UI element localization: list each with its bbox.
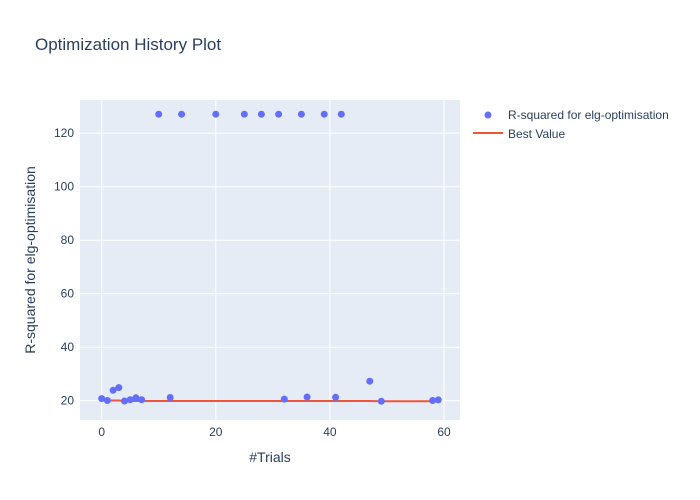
data-point[interactable] [297, 110, 305, 118]
data-point[interactable] [138, 396, 146, 404]
y-tick-label: 100 [54, 180, 74, 194]
x-tick-label: 60 [437, 425, 451, 439]
data-point[interactable] [337, 110, 345, 118]
legend-marker-r-squared [484, 111, 492, 119]
x-tick-label: 0 [98, 425, 105, 439]
data-point[interactable] [366, 377, 374, 385]
data-point[interactable] [103, 397, 111, 404]
legend-label-r-squared: R-squared for elg-optimisation [508, 108, 669, 122]
y-tick-label: 120 [54, 126, 74, 140]
y-axis-title: R-squared for elg-optimisation [22, 166, 38, 354]
data-point[interactable] [155, 110, 163, 118]
data-point[interactable] [275, 110, 283, 118]
data-point[interactable] [132, 394, 140, 402]
plot-area [80, 100, 460, 420]
legend[interactable]: R-squared for elg-optimisation Best Valu… [473, 108, 669, 141]
legend-item-best-value[interactable]: Best Value [473, 127, 565, 141]
data-point[interactable] [377, 397, 385, 405]
y-tick-label: 60 [61, 287, 75, 301]
data-point[interactable] [332, 393, 340, 401]
chart-title: Optimization History Plot [35, 35, 221, 54]
x-tick-label: 40 [323, 425, 337, 439]
data-point[interactable] [98, 395, 106, 403]
x-axis-title: #Trials [249, 449, 291, 465]
data-point[interactable] [240, 110, 248, 118]
data-point[interactable] [303, 393, 311, 401]
y-tick-label: 80 [61, 233, 75, 247]
r-squared-series [98, 110, 442, 405]
y-tick-label: 40 [61, 340, 75, 354]
data-point[interactable] [280, 395, 288, 403]
legend-item-r-squared[interactable]: R-squared for elg-optimisation [484, 108, 669, 122]
data-point[interactable] [212, 110, 220, 118]
tick-labels: 0 20 40 60 20 40 60 80 100 120 [54, 126, 451, 439]
data-point[interactable] [257, 110, 265, 118]
y-tick-label: 20 [61, 394, 75, 408]
data-point[interactable] [109, 386, 117, 394]
data-point[interactable] [126, 396, 134, 404]
data-point[interactable] [320, 110, 328, 118]
data-point[interactable] [166, 394, 174, 401]
data-point[interactable] [115, 384, 123, 392]
legend-label-best-value: Best Value [508, 127, 565, 141]
data-point[interactable] [429, 397, 437, 404]
data-point[interactable] [121, 397, 128, 405]
x-tick-label: 20 [209, 425, 223, 439]
data-point[interactable] [434, 396, 442, 404]
data-point[interactable] [178, 110, 186, 118]
